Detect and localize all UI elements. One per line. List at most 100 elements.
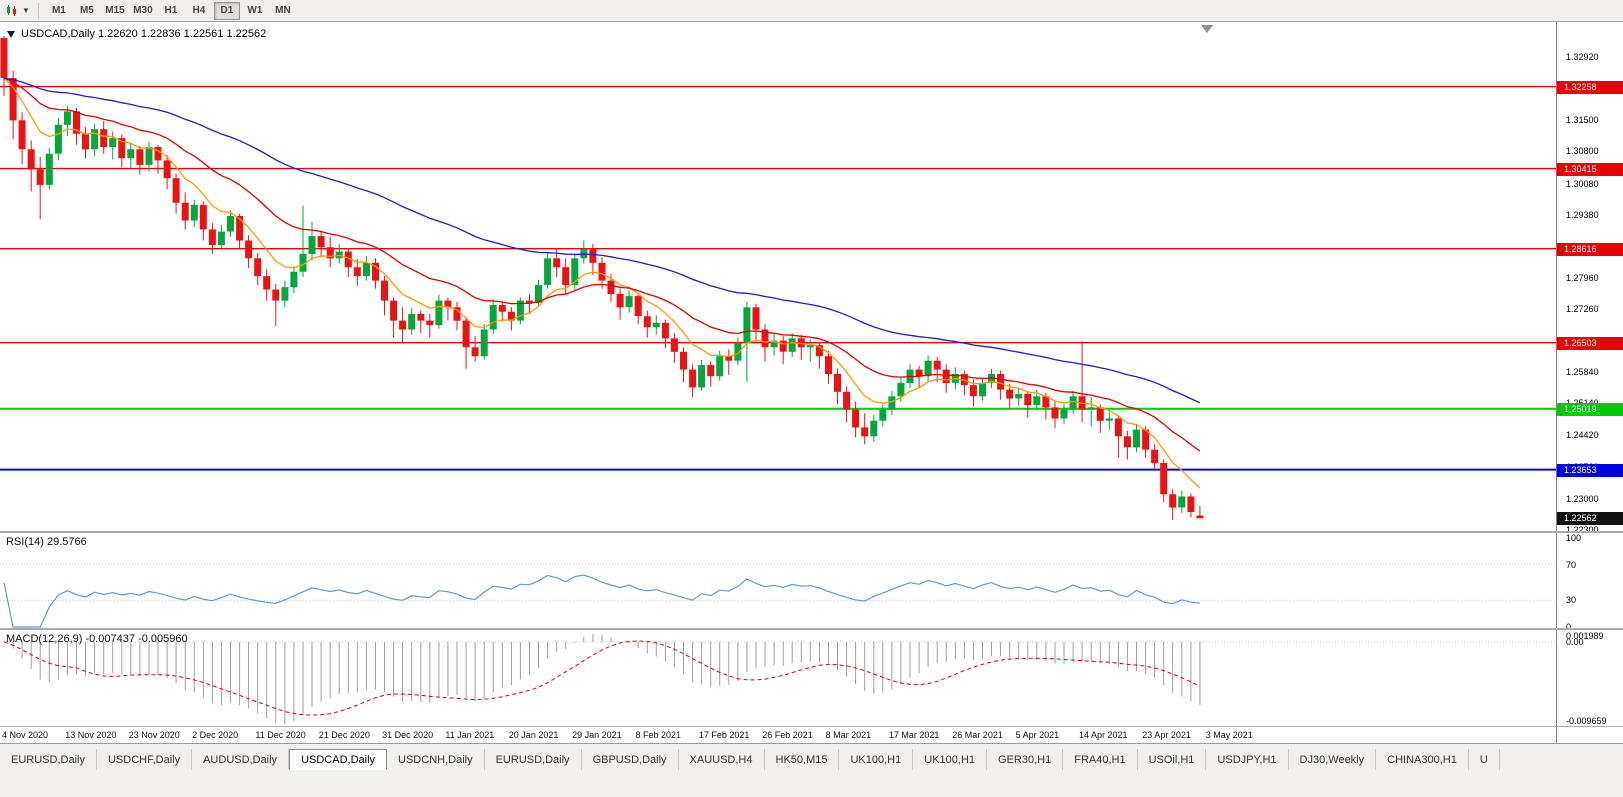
date-tick: 14 Apr 2021 [1079, 730, 1128, 740]
macd-signal-line [3, 640, 1201, 716]
chart-type-button[interactable]: ▼ [5, 4, 30, 17]
toolbar-separator [37, 2, 39, 19]
chart-tab-usdcad-daily[interactable]: USDCAD,Daily [289, 749, 388, 770]
price-level-badge: 1.30415 [1557, 163, 1623, 176]
date-tick: 26 Mar 2021 [952, 730, 1003, 740]
chart-tab-dj30-weekly[interactable]: DJ30,Weekly [1289, 749, 1377, 770]
rsi-tick: 0 [1566, 622, 1572, 632]
date-tick: 5 Apr 2021 [1016, 730, 1060, 740]
date-tick: 23 Nov 2020 [129, 730, 180, 740]
date-tick: 3 May 2021 [1206, 730, 1253, 740]
chart-window: 4 Nov 2020 13 Nov 2020 23 Nov 2020 2 Dec 20… [0, 22, 1623, 743]
timeframe-button-w1[interactable]: W1 [247, 5, 263, 16]
chart-tab-fra40-h1[interactable]: FRA40,H1 [1063, 749, 1138, 770]
timeframe-button-m5[interactable]: M5 [79, 5, 94, 16]
price-axis[interactable]: 1.32920 1.31500 1.30800 1.30080 1.29380 1.286… [1556, 22, 1623, 743]
date-tick: 31 Dec 2020 [382, 730, 433, 740]
chart-tab-u[interactable]: U [1469, 749, 1500, 770]
price-tick: 1.22300 [1566, 525, 1599, 535]
moving-average-8 [3, 77, 1201, 489]
price-tick: 1.29380 [1566, 210, 1599, 220]
timeframe-button-h1[interactable]: H1 [164, 5, 178, 16]
chart-shift-marker-icon [1201, 25, 1213, 33]
chart-tab-eurusd-daily[interactable]: EURUSD,Daily [0, 749, 97, 770]
date-tick: 17 Mar 2021 [889, 730, 940, 740]
timeframe-toolbar: ▼ M1 M5 M15 M30 H1 H4 D1 W1 MN [0, 0, 1623, 22]
chart-tab-gbpusd-daily[interactable]: GBPUSD,Daily [582, 749, 679, 770]
rsi-line [3, 574, 1200, 628]
rsi-indicator-label: RSI(14) 29.5766 [6, 536, 87, 548]
chart-tab-usdchf-daily[interactable]: USDCHF,Daily [97, 749, 193, 770]
price-tick: 1.30080 [1566, 179, 1599, 189]
chart-tab-audusd-daily[interactable]: AUDUSD,Daily [192, 749, 290, 770]
date-axis-divider [0, 726, 1623, 727]
date-tick: 13 Nov 2020 [65, 730, 116, 740]
timeframe-button-m1[interactable]: M1 [51, 5, 66, 16]
price-tick: 1.27960 [1566, 273, 1599, 283]
timeframe-button-d1[interactable]: D1 [213, 1, 240, 20]
date-tick: 2 Dec 2020 [192, 730, 238, 740]
price-tick: 1.31500 [1566, 115, 1599, 125]
macd-tick: 0.00 [1566, 637, 1584, 647]
macd-tick: -0.009659 [1566, 716, 1607, 726]
chart-title-text: USDCAD,Daily 1.22620 1.22836 1.22561 1.2… [21, 28, 267, 40]
moving-average-21 [3, 77, 1201, 452]
date-tick: 20 Jan 2021 [509, 730, 559, 740]
macd-panel [0, 634, 1556, 724]
chart-tab-uk100-h1[interactable]: UK100,H1 [839, 749, 914, 770]
timeframe-button-m15[interactable]: M15 [105, 5, 125, 16]
price-chart-canvas[interactable]: 4 Nov 2020 13 Nov 2020 23 Nov 2020 2 Dec 20… [0, 22, 1556, 743]
chart-tab-usdjpy-h1[interactable]: USDJPY,H1 [1206, 749, 1289, 770]
dropdown-caret-icon: ▼ [22, 5, 30, 15]
date-tick: 8 Mar 2021 [826, 730, 872, 740]
price-level-badge: 1.28616 [1557, 243, 1623, 256]
chart-tab-ger30-h1[interactable]: GER30,H1 [987, 749, 1064, 770]
price-level-badge: 1.32258 [1557, 81, 1623, 94]
date-tick: 4 Nov 2020 [2, 730, 48, 740]
price-level-badge: 1.26503 [1557, 337, 1623, 350]
timeframe-buttons: M1 M5 M15 M30 H1 H4 D1 W1 MN [45, 1, 297, 20]
panel-divider-rsi[interactable] [0, 531, 1623, 533]
date-tick: 21 Dec 2020 [319, 730, 370, 740]
candlesticks [0, 35, 1204, 520]
price-tick: 1.23000 [1566, 494, 1599, 504]
rsi-tick: 70 [1566, 560, 1577, 570]
date-tick: 11 Dec 2020 [255, 730, 305, 740]
price-tick: 1.30800 [1566, 146, 1599, 156]
price-tick: 1.27260 [1566, 304, 1599, 314]
price-tick: 1.24420 [1566, 430, 1599, 440]
chart-tab-hk50-m15[interactable]: HK50,M15 [765, 749, 840, 770]
date-tick: 11 Jan 2021 [445, 730, 494, 740]
price-tick: 1.25840 [1566, 367, 1599, 377]
macd-indicator-label: MACD(12,26,9) -0.007437 -0.005960 [6, 633, 188, 645]
macd-tick: 0.001989 [1566, 631, 1604, 641]
date-tick: 29 Jan 2021 [572, 730, 622, 740]
panel-divider-macd[interactable] [0, 628, 1623, 630]
date-tick: 17 Feb 2021 [699, 730, 750, 740]
chart-tab-china300-h1[interactable]: CHINA300,H1 [1376, 749, 1469, 770]
rsi-tick: 30 [1566, 595, 1577, 605]
date-axis[interactable]: 4 Nov 2020 13 Nov 2020 23 Nov 2020 2 Dec 20… [2, 730, 1253, 740]
chart-title: USDCAD,Daily 1.22620 1.22836 1.22561 1.2… [7, 28, 266, 40]
chart-tab-eurusd-daily[interactable]: EURUSD,Daily [485, 749, 582, 770]
timeframe-button-mn[interactable]: MN [275, 5, 291, 16]
chart-tab-usdcnh-daily[interactable]: USDCNH,Daily [387, 749, 485, 770]
horizontal-level-lines[interactable] [0, 85, 1556, 471]
timeframe-button-m30[interactable]: M30 [133, 5, 153, 16]
chart-tab-strip: EURUSD,Daily USDCHF,Daily AUDUSD,Daily USDC… [0, 743, 1623, 797]
price-tick: 1.32920 [1566, 52, 1599, 62]
chart-tabs: EURUSD,Daily USDCHF,Daily AUDUSD,Daily USDC… [0, 746, 1623, 770]
chart-tab-uk100-h1[interactable]: UK100,H1 [913, 749, 988, 770]
moving-average-55 [3, 77, 1201, 404]
current-price-badge: 1.22562 [1557, 512, 1623, 525]
rsi-tick: 100 [1566, 533, 1582, 543]
candlestick-chart-icon [7, 5, 16, 16]
ohlc-marker-icon [7, 30, 15, 38]
timeframe-button-h4[interactable]: H4 [192, 5, 206, 16]
price-level-badge: 1.23653 [1557, 464, 1623, 477]
rsi-panel [0, 564, 1556, 628]
chart-tab-xauusd-h4[interactable]: XAUUSD,H4 [679, 749, 765, 770]
date-tick: 8 Feb 2021 [636, 730, 682, 740]
price-level-badge: 1.25019 [1557, 403, 1623, 416]
chart-tab-usoil-h1[interactable]: USOil,H1 [1138, 749, 1207, 770]
